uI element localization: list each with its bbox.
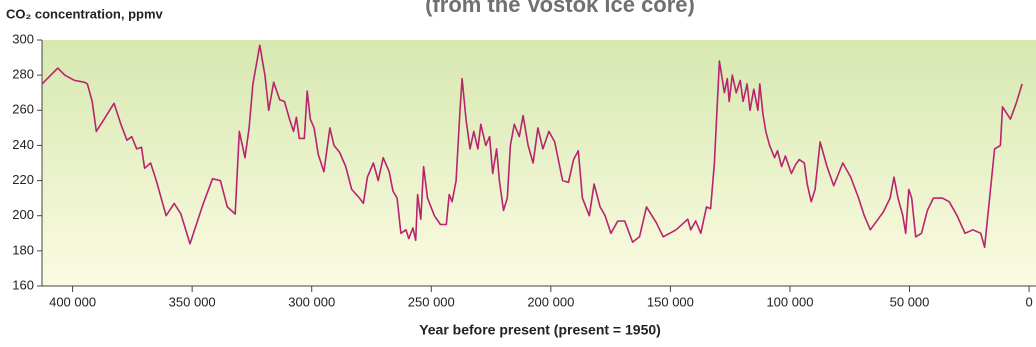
y-tick-label: 240 [12, 137, 34, 152]
y-tick-label: 200 [12, 207, 34, 222]
y-tick-label: 260 [12, 102, 34, 117]
x-tick-label: 150 000 [647, 294, 694, 309]
y-tick-label: 300 [12, 31, 34, 46]
x-tick-label: 50 000 [890, 294, 930, 309]
y-tick-label: 180 [12, 242, 34, 257]
x-tick-label: 0 [1025, 294, 1032, 309]
x-tick-label: 350 000 [169, 294, 216, 309]
x-tick-label: 200 000 [527, 294, 574, 309]
x-tick-label: 100 000 [766, 294, 813, 309]
y-tick-label: 280 [12, 67, 34, 82]
x-tick-label: 400 000 [49, 294, 96, 309]
x-tick-label: 300 000 [288, 294, 335, 309]
plot-background [42, 40, 1036, 286]
y-tick-label: 160 [12, 277, 34, 292]
chart-title: (from the Vostok ice core) [425, 0, 695, 17]
x-axis-label: Year before present (present = 1950) [419, 322, 661, 338]
co2-line [41, 44, 1023, 249]
y-tick-label: 220 [12, 172, 34, 187]
y-axis-label: CO₂ concentration, ppmv [6, 6, 164, 21]
x-tick-label: 250 000 [408, 294, 455, 309]
